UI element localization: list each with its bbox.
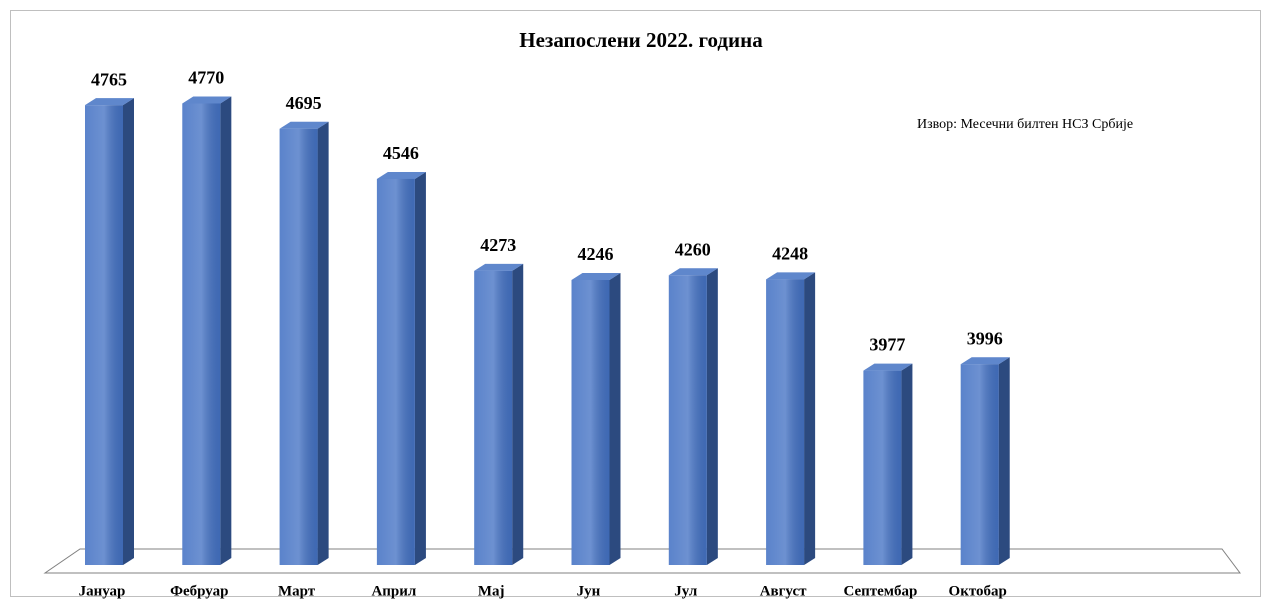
bar-side-shade [123, 98, 134, 566]
value-label: 4260 [675, 239, 711, 259]
bar-gloss [766, 279, 805, 565]
bar-gloss [668, 275, 707, 565]
bar-gloss [376, 178, 415, 565]
bar-gloss [279, 128, 318, 565]
chart-title: Незапослени 2022. година [519, 28, 763, 52]
bar-top [85, 98, 134, 106]
bar-side [998, 357, 1010, 565]
x-tick-label: Јануар [79, 583, 126, 599]
bar-top-shade [474, 263, 524, 271]
x-tick-label: Јун [577, 583, 601, 599]
bar-side-shade [901, 363, 913, 565]
bar-gloss [85, 105, 123, 566]
bar-top [571, 273, 621, 281]
x-tick-label: Септембар [843, 583, 917, 599]
bar-gloss [182, 103, 221, 565]
bar-top [668, 268, 718, 276]
bar-side-shade [706, 268, 718, 565]
bar-top-shade [571, 273, 621, 281]
bar-side-shade [998, 357, 1010, 565]
bar-gloss [571, 280, 610, 565]
x-tick-label: Јул [674, 583, 698, 599]
bar-side-shade [609, 273, 621, 565]
bar-side-shade [512, 263, 524, 565]
bar-top-shade [85, 98, 134, 106]
x-tick-label: Март [278, 583, 316, 599]
x-tick-label: Фебруар [170, 583, 228, 599]
bar-top-shade [182, 96, 232, 104]
bar-side [804, 272, 816, 565]
value-label: 4770 [188, 68, 224, 88]
bar-top-shade [668, 268, 718, 276]
bar-top [863, 363, 913, 371]
bar-side [706, 268, 718, 565]
value-label: 3977 [869, 335, 905, 355]
floor [43, 548, 1241, 574]
x-tick-label: Октобар [949, 583, 1007, 599]
bar-side [220, 96, 232, 565]
bar-side [512, 263, 524, 565]
bar-top [474, 263, 524, 271]
bar-gloss [960, 364, 999, 565]
bar-side [901, 363, 913, 565]
bar-side-shade [804, 272, 816, 565]
bar-side [414, 171, 426, 565]
bar-side-shade [317, 121, 329, 565]
source-note: Извор: Месечни билтен НСЗ Србије [917, 117, 1133, 132]
bar-side [123, 98, 134, 566]
bar-side [609, 273, 621, 565]
bar-top [766, 272, 816, 280]
bar-top-shade [863, 363, 913, 371]
bar-side-shade [414, 171, 426, 565]
bar-top-shade [376, 171, 426, 179]
bar-top [376, 171, 426, 179]
value-label: 4695 [286, 93, 322, 113]
bar-side-shade [220, 96, 232, 565]
value-label: 4246 [578, 244, 614, 264]
bar-top-shade [766, 272, 816, 280]
bar-side [317, 121, 329, 565]
bar-gloss [863, 370, 902, 565]
x-tick-label: Април [371, 583, 416, 599]
value-label: 4273 [480, 235, 516, 255]
bar-top [960, 357, 1010, 365]
bar-top-shade [279, 121, 329, 129]
bar-gloss [474, 270, 513, 565]
value-label: 4546 [383, 143, 419, 163]
value-label: 4248 [772, 243, 808, 263]
bar-top [279, 121, 329, 129]
x-tick-label: Август [760, 583, 807, 599]
x-tick-label: Мај [478, 583, 505, 599]
bar-top-shade [960, 357, 1010, 365]
value-label: 3996 [967, 328, 1003, 348]
bar-top [182, 96, 232, 104]
value-label: 4765 [91, 69, 127, 89]
